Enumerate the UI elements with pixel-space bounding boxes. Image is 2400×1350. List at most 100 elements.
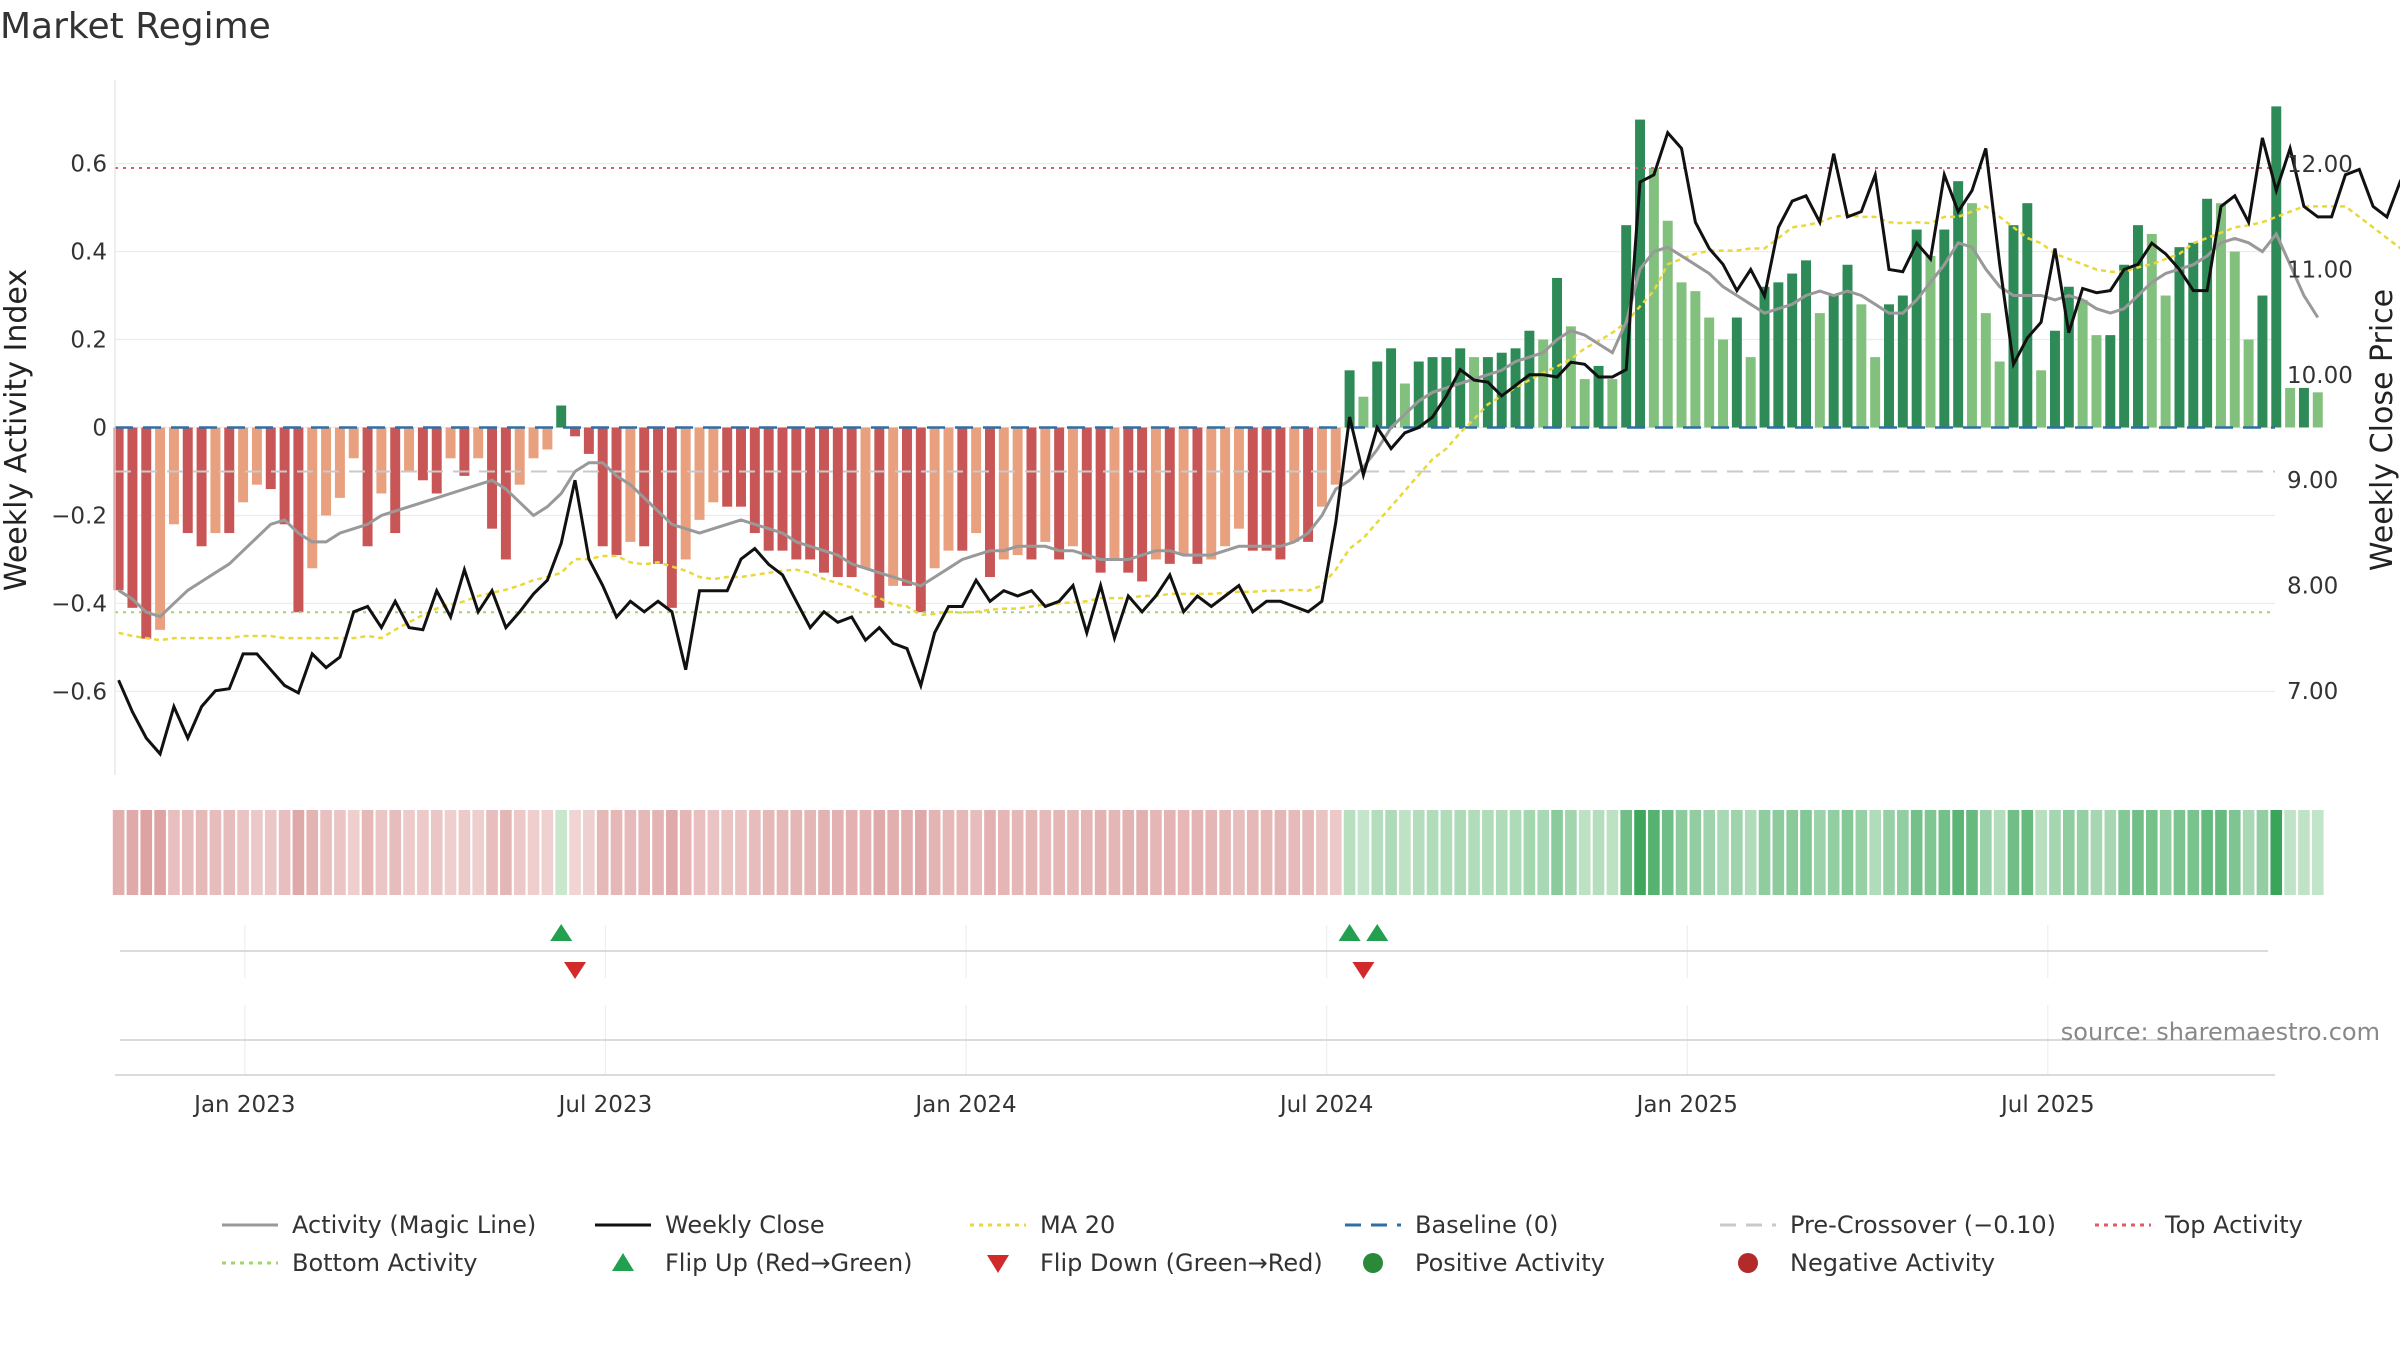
left-tick-label: 0.6 [70, 152, 107, 178]
activity-bar [2215, 203, 2226, 428]
regime-cell [1136, 810, 1148, 895]
x-tick-label: Jul 2023 [557, 1092, 653, 1118]
activity-bar [832, 427, 843, 578]
activity-bar [680, 427, 691, 560]
regime-cell [417, 810, 429, 895]
legend: Activity (Magic Line) Weekly Close MA 20 Ba… [222, 1211, 2303, 1277]
activity-bar [238, 427, 249, 503]
flip-up-marker [1338, 924, 1361, 941]
activity-bar [763, 427, 774, 551]
regime-cell [666, 810, 678, 895]
regime-cell [1703, 810, 1716, 895]
activity-bar [1109, 427, 1120, 560]
regime-cell [112, 810, 125, 895]
regime-cell [2242, 810, 2255, 895]
regime-cell [1108, 810, 1121, 895]
regime-cell [2076, 810, 2089, 895]
activity-bar [611, 427, 622, 556]
regime-cell [2145, 810, 2158, 895]
activity-bar [2105, 335, 2116, 428]
activity-bar [1648, 167, 1659, 428]
regime-cell [638, 810, 651, 895]
regime-cell [2104, 810, 2117, 895]
activity-bar [749, 427, 760, 534]
regime-cell [749, 810, 761, 895]
regime-cell [444, 810, 457, 895]
regime-cell [1274, 810, 1287, 895]
activity-bar [1510, 348, 1521, 428]
activity-bar [348, 427, 359, 459]
regime-cell [1966, 810, 1978, 895]
x-tick-label: Jul 2025 [1999, 1092, 2095, 1118]
regime-cell [956, 810, 969, 895]
activity-bar [791, 427, 802, 560]
regime-cell [1897, 810, 1909, 895]
regime-cell [2228, 810, 2241, 895]
regime-cell [2062, 810, 2075, 895]
activity-bar [1247, 427, 1258, 551]
regime-cell [2159, 810, 2172, 895]
activity-bar [2091, 335, 2102, 428]
activity-bar [1455, 348, 1466, 428]
activity-bar [196, 427, 207, 547]
regime-cell [1080, 810, 1093, 895]
activity-bar [528, 427, 539, 459]
regime-cell [513, 810, 526, 895]
regime-cell [679, 810, 692, 895]
legend-label: Negative Activity [1790, 1249, 1995, 1277]
activity-bar [1303, 427, 1314, 542]
regime-cell [2270, 810, 2283, 895]
regime-cell [1482, 810, 1494, 895]
right-tick-label: 10.00 [2287, 363, 2353, 389]
regime-cell [1357, 810, 1370, 895]
activity-bar [1870, 357, 1881, 428]
activity-bar [113, 427, 124, 591]
activity-bar [210, 427, 221, 534]
regime-cell [1924, 810, 1937, 895]
regime-cell [1302, 810, 1314, 895]
legend-label: Flip Down (Green→Red) [1040, 1249, 1323, 1277]
activity-bar [1676, 282, 1687, 428]
activity-bar [1967, 203, 1977, 428]
regime-cell [458, 810, 471, 895]
source-note: source: sharemaestro.com [2061, 1018, 2380, 1046]
activity-bar [459, 427, 470, 476]
activity-bar [2022, 203, 2033, 428]
activity-bar [1662, 220, 1673, 428]
regime-cell [1371, 810, 1384, 895]
activity-bar [694, 427, 705, 520]
left-tick-label: −0.6 [51, 679, 107, 705]
regime-cell [320, 810, 332, 895]
activity-bar [1330, 427, 1341, 485]
regime-cell [2187, 810, 2200, 895]
activity-bar [1054, 427, 1065, 560]
activity-bar [2077, 299, 2088, 428]
magic-line [117, 231, 2320, 619]
legend-label: Pre-Crossover (−0.10) [1790, 1211, 2056, 1239]
right-tick-label: 8.00 [2287, 573, 2338, 599]
regime-cell [1800, 810, 1812, 895]
activity-bar [943, 427, 954, 551]
regime-cell [970, 810, 982, 895]
right-tick-label: 7.00 [2287, 679, 2338, 705]
regime-cell [1744, 810, 1757, 895]
regime-cell [1177, 810, 1190, 895]
right-tick-label: 12.00 [2287, 152, 2353, 178]
legend-label: Bottom Activity [292, 1249, 477, 1277]
activity-bar [155, 427, 166, 630]
regime-cell [389, 810, 402, 895]
regime-cell [1592, 810, 1605, 895]
legend-label: Top Activity [2164, 1211, 2303, 1239]
activity-bar [2285, 387, 2296, 428]
regime-cell [403, 810, 415, 895]
regime-cell [1551, 810, 1563, 895]
left-tick-label: 0.4 [70, 240, 107, 266]
regime-cell [541, 810, 554, 895]
activity-bar [1814, 313, 1825, 428]
regime-cell [707, 810, 720, 895]
activity-bar [2063, 286, 2074, 428]
regime-cell [1011, 810, 1024, 895]
activity-bar [1939, 229, 1950, 428]
activity-bar [2160, 295, 2171, 428]
